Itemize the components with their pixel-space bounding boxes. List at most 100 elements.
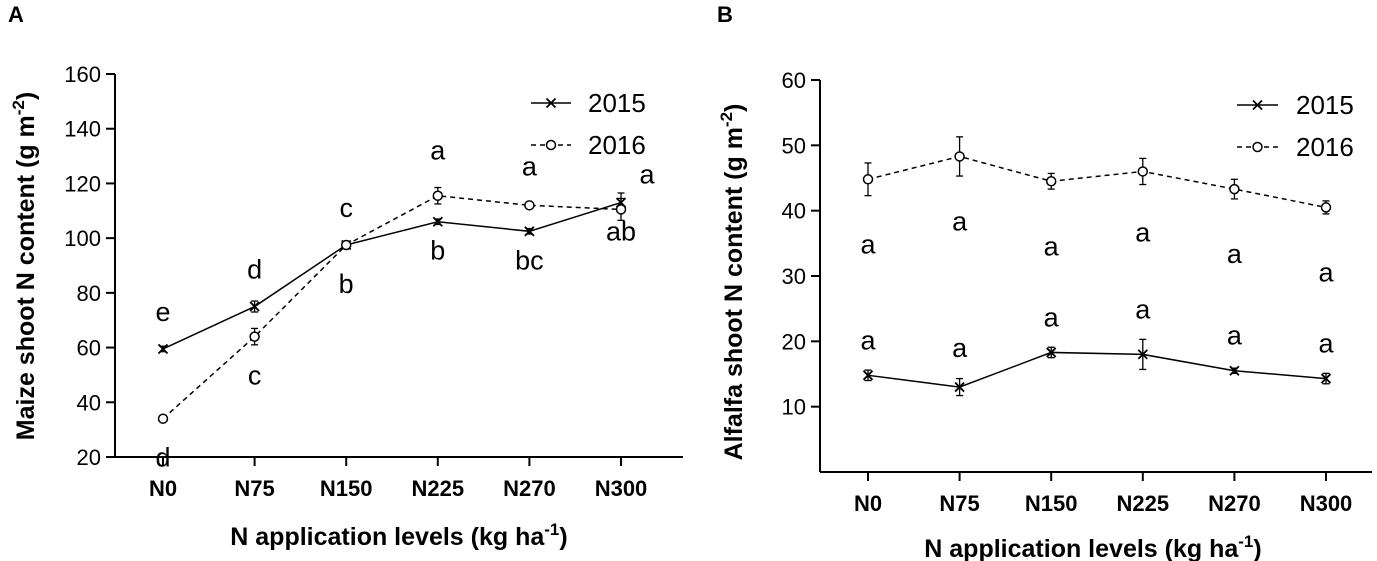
legend-label: 2016 <box>1296 132 1354 162</box>
y-tick-label: 30 <box>782 264 806 289</box>
significance-letter: bc <box>515 245 544 275</box>
x-tick-label: N0 <box>854 491 882 516</box>
significance-letter: a <box>522 151 538 181</box>
data-point <box>1045 176 1057 187</box>
y-tick-label: 160 <box>64 62 101 87</box>
data-point <box>615 204 627 215</box>
legend-marker <box>1252 99 1263 111</box>
significance-letter: a <box>1044 231 1060 261</box>
x-tick-label: N75 <box>234 476 274 501</box>
legend-marker <box>545 139 557 151</box>
x-tick-label: N270 <box>1208 491 1261 516</box>
data-point <box>524 200 535 211</box>
x-axis-title-sup: -1 <box>1238 532 1253 551</box>
significance-letter: ab <box>606 217 636 247</box>
x-axis-title-end: ) <box>559 523 567 551</box>
significance-letter: b <box>339 269 354 299</box>
y-axis-title: Alfalfa shoot N content (g m-2) <box>717 104 748 461</box>
series-2015: a a a a a a <box>860 294 1334 397</box>
y-tick-label: 40 <box>77 390 101 415</box>
marker-x-stroke <box>249 301 260 312</box>
significance-letter: a <box>1044 302 1060 332</box>
panel-label: B <box>717 2 733 27</box>
series-2015: e d c b bc ab <box>155 192 636 355</box>
data-point <box>1046 347 1057 358</box>
y-axis-title-sup: -2 <box>717 112 736 127</box>
series-2016: a a a a a a <box>860 136 1334 287</box>
y-tick-label: 10 <box>782 395 806 420</box>
x-tick-label: N225 <box>412 476 465 501</box>
significance-letter: a <box>1318 329 1334 359</box>
marker-x-stroke <box>1137 349 1148 360</box>
y-tick-label: 20 <box>782 329 806 354</box>
significance-letter: a <box>430 136 446 166</box>
y-axis-title-sup: -2 <box>9 100 28 115</box>
data-point <box>1229 183 1240 195</box>
y-tick-label: 40 <box>782 199 806 224</box>
data-point <box>524 226 535 237</box>
y-axis-title-end: ) <box>12 92 40 100</box>
marker-x-stroke <box>157 343 169 355</box>
panel-a: A 20 40 60 80 100 120 140 160 N0 N75 N150 N225 N270 N3… <box>8 2 683 551</box>
series-line-2016 <box>162 194 622 420</box>
data-point <box>249 301 260 312</box>
x-tick-label: N150 <box>320 476 373 501</box>
significance-letter: a <box>639 159 655 189</box>
x-tick-label: N0 <box>149 476 177 501</box>
x-tick-label: N150 <box>1025 491 1078 516</box>
significance-letter: b <box>430 236 445 266</box>
series-2016: d c b a a a <box>155 136 655 473</box>
marker-x-stroke <box>1229 365 1240 376</box>
y-tick-label: 100 <box>64 226 101 251</box>
x-axis-title-main: N application levels (kg ha <box>230 523 545 551</box>
y-tick-label: 140 <box>64 117 101 142</box>
y-tick-label: 20 <box>77 445 101 470</box>
y-tick-label: 60 <box>782 68 806 93</box>
x-axis-title: N application levels (kg ha-1) <box>924 532 1261 561</box>
legend-marker <box>1252 141 1263 153</box>
significance-letter: a <box>952 206 968 236</box>
panel-b: B 10 20 30 40 50 60 N0 N75 N150 N225 N270 N300 N appl… <box>717 2 1372 561</box>
marker-x-stroke <box>1046 347 1057 358</box>
y-tick-label: 120 <box>64 171 101 196</box>
x-axis-title-end: ) <box>1253 535 1261 561</box>
y-tick-label: 50 <box>782 133 806 158</box>
legend-entry-2015: 2015 <box>1237 90 1354 120</box>
data-point <box>157 413 169 424</box>
legend-entry-2015: 2015 <box>531 88 646 118</box>
significance-letter: d <box>247 255 262 285</box>
x-tick-label: N75 <box>939 491 979 516</box>
significance-letter: a <box>1227 239 1243 269</box>
significance-letter: a <box>1135 294 1151 324</box>
legend-label: 2015 <box>1296 90 1354 120</box>
marker-x-stroke <box>524 226 535 237</box>
x-tick-label: N300 <box>1300 491 1353 516</box>
marker-x-stroke <box>1252 99 1263 111</box>
data-point <box>954 151 965 162</box>
marker-x-stroke <box>545 97 557 109</box>
marker-x-stroke <box>954 381 965 393</box>
significance-letter: a <box>1318 257 1334 287</box>
x-tick-label: N270 <box>503 476 556 501</box>
series-line-2015 <box>162 201 622 350</box>
data-point <box>249 331 260 342</box>
y-axis-title-end: ) <box>720 104 748 112</box>
significance-letter: e <box>155 297 170 327</box>
x-axis-title-sup: -1 <box>544 520 559 539</box>
data-point <box>432 216 443 227</box>
significance-letter: d <box>155 443 170 473</box>
y-axis-title: Maize shoot N content (g m-2) <box>9 92 40 440</box>
legend-entry-2016: 2016 <box>1237 132 1354 162</box>
panel-label: A <box>8 2 24 27</box>
data-point <box>1320 373 1332 384</box>
marker-x-stroke <box>862 370 874 381</box>
data-point <box>1137 166 1149 177</box>
significance-letter: c <box>339 193 353 223</box>
legend-marker <box>545 97 557 109</box>
data-point <box>432 190 444 201</box>
data-point <box>1137 349 1148 360</box>
significance-letter: a <box>860 229 876 259</box>
data-point <box>1229 365 1240 376</box>
data-point <box>862 370 874 381</box>
